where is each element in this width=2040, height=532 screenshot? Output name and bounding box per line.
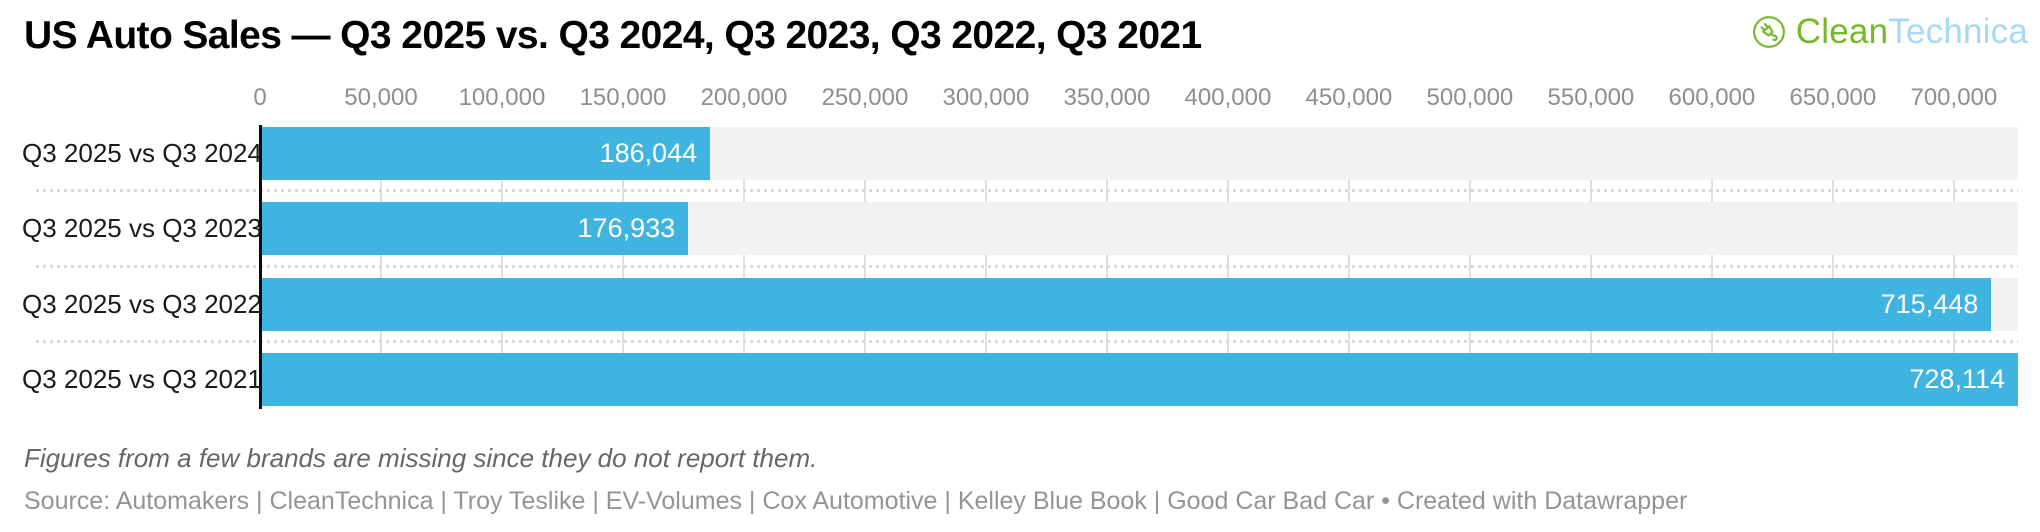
row-separator bbox=[36, 340, 2018, 343]
bar-value-label: 176,933 bbox=[577, 213, 676, 243]
bar[interactable]: 186,044 bbox=[260, 127, 711, 180]
row-label: Q3 2025 vs Q3 2021 bbox=[22, 364, 262, 394]
x-tick-label: 650,000 bbox=[1789, 84, 1877, 111]
bar-value-label: 715,448 bbox=[1880, 289, 1979, 319]
chart-source: Source: Automakers | CleanTechnica | Tro… bbox=[24, 487, 1688, 515]
x-tick-label: 350,000 bbox=[1063, 84, 1151, 111]
x-tick-label: 400,000 bbox=[1184, 84, 1272, 111]
row-label: Q3 2025 vs Q3 2023 bbox=[22, 213, 262, 243]
row-separator bbox=[36, 265, 2018, 268]
x-tick-label: 50,000 bbox=[344, 84, 418, 111]
y-axis-baseline bbox=[259, 125, 262, 409]
x-tick-label: 450,000 bbox=[1305, 84, 1393, 111]
x-tick-label: 600,000 bbox=[1668, 84, 1756, 111]
x-tick-label: 200,000 bbox=[700, 84, 788, 111]
bar[interactable]: 176,933 bbox=[260, 202, 689, 255]
chart-footnote: Figures from a few brands are missing si… bbox=[24, 443, 818, 473]
cleantechnica-logo[interactable]: CleanTechnica bbox=[1751, 12, 2028, 52]
x-tick-label: 150,000 bbox=[579, 84, 667, 111]
logo-text-clean: Clean bbox=[1795, 12, 1889, 51]
x-tick-label: 0 bbox=[253, 84, 267, 111]
row-label: Q3 2025 vs Q3 2024 bbox=[22, 138, 262, 168]
cleantechnica-plug-icon bbox=[1752, 16, 1785, 48]
bar[interactable]: 715,448 bbox=[260, 278, 1992, 331]
chart-title: US Auto Sales — Q3 2025 vs. Q3 2024, Q3 … bbox=[24, 14, 1202, 57]
x-tick-label: 500,000 bbox=[1426, 84, 1514, 111]
bar[interactable]: 728,114 bbox=[260, 353, 2018, 406]
row-label: Q3 2025 vs Q3 2022 bbox=[22, 289, 262, 319]
x-tick-label: 550,000 bbox=[1547, 84, 1635, 111]
cleantechnica-logo-text: CleanTechnica bbox=[1796, 12, 2028, 52]
bar-value-label: 186,044 bbox=[599, 138, 698, 168]
bar-value-label: 728,114 bbox=[1909, 364, 2005, 394]
x-tick-label: 300,000 bbox=[942, 84, 1030, 111]
x-tick-label: 100,000 bbox=[458, 84, 546, 111]
row-separator bbox=[36, 189, 2018, 192]
logo-text-technica: Technica bbox=[1888, 12, 2028, 51]
x-tick-label: 700,000 bbox=[1910, 84, 1998, 111]
x-tick-label: 250,000 bbox=[821, 84, 909, 111]
